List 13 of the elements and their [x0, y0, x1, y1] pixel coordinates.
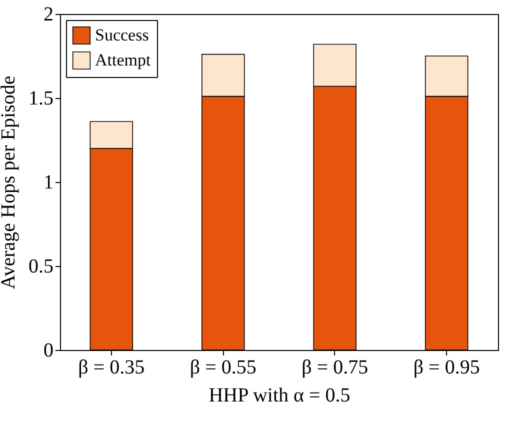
legend-label: Success	[95, 26, 149, 44]
y-tick-label: 1	[44, 172, 54, 194]
y-tick-label: 2	[44, 4, 54, 26]
y-tick-label: 1.5	[28, 88, 54, 110]
y-axis-title: Average Hops per Episode	[0, 76, 20, 290]
x-tick-label: β = 0.75	[302, 356, 368, 378]
x-tick-label: β = 0.95	[413, 356, 480, 378]
y-tick-label: 0.5	[28, 256, 54, 278]
x-tick-label: β = 0.55	[190, 356, 256, 378]
y-tick-label: 0	[44, 340, 54, 362]
x-axis-title: HHP with α = 0.5	[208, 384, 350, 406]
x-tick-label: β = 0.35	[78, 356, 145, 378]
legend-label: Attempt	[95, 50, 151, 70]
